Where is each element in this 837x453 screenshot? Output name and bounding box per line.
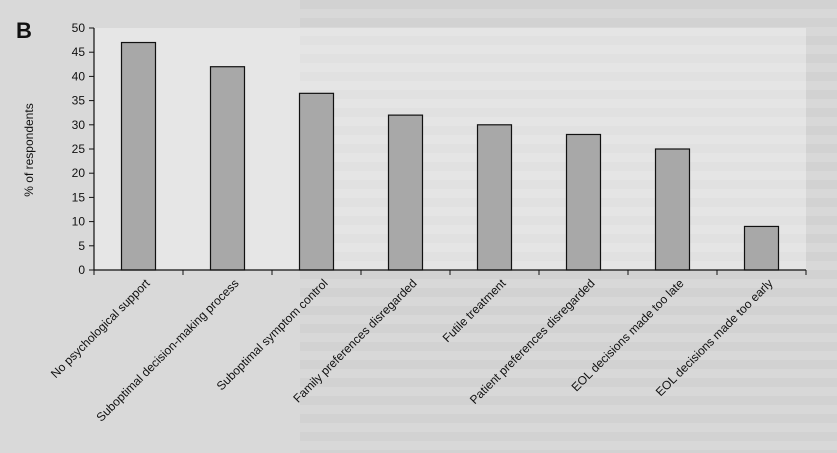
y-tick-label: 40 <box>72 69 86 83</box>
bar <box>565 133 602 271</box>
y-tick-label: 10 <box>72 215 86 229</box>
category-label: Suboptimal decision-making process <box>94 276 242 424</box>
bar <box>743 225 780 271</box>
bars-group <box>120 41 780 271</box>
y-tick-label: 30 <box>72 118 86 132</box>
y-tick-label: 25 <box>72 142 86 156</box>
y-tick-label: 20 <box>72 166 86 180</box>
category-label: Futile treatment <box>440 276 509 345</box>
bar <box>654 148 691 271</box>
y-tick-label: 15 <box>72 190 86 204</box>
y-tick-label: 50 <box>72 21 86 35</box>
y-tick-label: 45 <box>72 45 86 59</box>
plot-area-bg <box>94 28 806 270</box>
category-label: No psychological support <box>48 276 153 381</box>
y-axis: 0 5 10 15 20 25 30 35 40 45 50 <box>72 21 95 277</box>
bar <box>387 114 424 271</box>
y-axis-label: % of respondents <box>22 103 36 196</box>
bar <box>298 92 335 271</box>
panel-label: B <box>16 18 32 43</box>
bar <box>476 124 513 271</box>
y-tick-label: 0 <box>78 263 85 277</box>
bar <box>120 41 157 271</box>
y-tick-label: 5 <box>78 239 85 253</box>
x-axis <box>93 269 807 275</box>
bar <box>209 66 246 271</box>
y-tick-label: 35 <box>72 94 86 108</box>
